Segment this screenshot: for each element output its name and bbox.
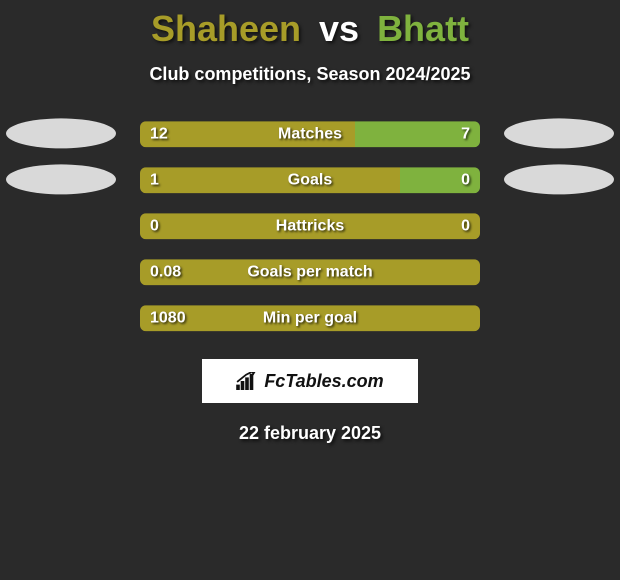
stat-label: Hattricks bbox=[276, 217, 344, 235]
bar-track: 1080 Min per goal bbox=[140, 305, 480, 331]
player2-name: Bhatt bbox=[377, 8, 469, 49]
subtitle: Club competitions, Season 2024/2025 bbox=[0, 64, 620, 85]
left-value: 0.08 bbox=[150, 263, 181, 281]
right-value: 7 bbox=[461, 125, 470, 143]
player-ellipse-left bbox=[6, 164, 116, 194]
right-value: 0 bbox=[461, 171, 470, 189]
stat-row: 1080 Min per goal bbox=[0, 301, 620, 347]
comparison-title: Shaheen vs Bhatt bbox=[0, 0, 620, 50]
stat-row: 0 Hattricks 0 bbox=[0, 209, 620, 255]
stat-row: 12 Matches 7 bbox=[0, 117, 620, 163]
player-ellipse-right bbox=[504, 118, 614, 148]
chart-icon bbox=[236, 372, 258, 390]
bar-track: 12 Matches 7 bbox=[140, 121, 480, 147]
bar-track: 0 Hattricks 0 bbox=[140, 213, 480, 239]
player-ellipse-right bbox=[504, 164, 614, 194]
bar-track: 0.08 Goals per match bbox=[140, 259, 480, 285]
stats-rows: 12 Matches 7 1 Goals 0 0 Hattricks bbox=[0, 117, 620, 347]
stat-label: Goals per match bbox=[247, 263, 372, 281]
stat-row: 0.08 Goals per match bbox=[0, 255, 620, 301]
vs-text: vs bbox=[319, 8, 359, 49]
left-value: 12 bbox=[150, 125, 168, 143]
stat-row: 1 Goals 0 bbox=[0, 163, 620, 209]
infographic-container: Shaheen vs Bhatt Club competitions, Seas… bbox=[0, 0, 620, 444]
logo-box: FcTables.com bbox=[202, 359, 418, 403]
bar-left-segment bbox=[140, 167, 400, 193]
bar-track: 1 Goals 0 bbox=[140, 167, 480, 193]
player-ellipse-left bbox=[6, 118, 116, 148]
stat-label: Goals bbox=[288, 171, 332, 189]
stat-label: Min per goal bbox=[263, 309, 357, 327]
left-value: 1080 bbox=[150, 309, 186, 327]
left-value: 1 bbox=[150, 171, 159, 189]
date-text: 22 february 2025 bbox=[0, 423, 620, 444]
player1-name: Shaheen bbox=[151, 8, 301, 49]
left-value: 0 bbox=[150, 217, 159, 235]
stat-label: Matches bbox=[278, 125, 342, 143]
logo-text: FcTables.com bbox=[264, 371, 383, 392]
right-value: 0 bbox=[461, 217, 470, 235]
